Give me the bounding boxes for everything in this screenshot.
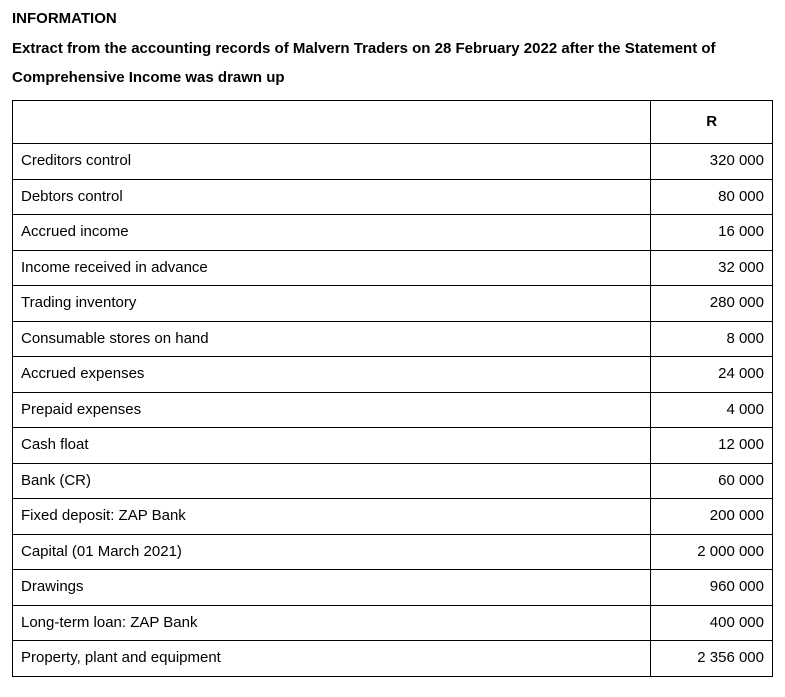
table-row: Accrued income 16 000 (13, 215, 773, 251)
row-value: 280 000 (651, 286, 773, 322)
row-label: Accrued income (13, 215, 651, 251)
intro-text: Extract from the accounting records of M… (12, 35, 773, 92)
table-row: Prepaid expenses 4 000 (13, 392, 773, 428)
table-row: Fixed deposit: ZAP Bank 200 000 (13, 499, 773, 535)
table-row: Creditors control 320 000 (13, 144, 773, 180)
row-value: 2 000 000 (651, 534, 773, 570)
row-label: Property, plant and equipment (13, 641, 651, 677)
row-value: 8 000 (651, 321, 773, 357)
row-value: 32 000 (651, 250, 773, 286)
table-header-row: R (13, 101, 773, 144)
row-label: Capital (01 March 2021) (13, 534, 651, 570)
table-body: Creditors control 320 000 Debtors contro… (13, 144, 773, 677)
row-label: Cash float (13, 428, 651, 464)
table-row: Cash float 12 000 (13, 428, 773, 464)
table-row: Property, plant and equipment 2 356 000 (13, 641, 773, 677)
row-value: 24 000 (651, 357, 773, 393)
row-label: Drawings (13, 570, 651, 606)
row-value: 16 000 (651, 215, 773, 251)
row-label: Fixed deposit: ZAP Bank (13, 499, 651, 535)
row-label: Bank (CR) (13, 463, 651, 499)
section-heading: INFORMATION (12, 10, 773, 27)
table-row: Bank (CR) 60 000 (13, 463, 773, 499)
row-label: Trading inventory (13, 286, 651, 322)
row-value: 200 000 (651, 499, 773, 535)
table-row: Debtors control 80 000 (13, 179, 773, 215)
table-row: Drawings 960 000 (13, 570, 773, 606)
table-row: Income received in advance 32 000 (13, 250, 773, 286)
row-label: Prepaid expenses (13, 392, 651, 428)
row-value: 60 000 (651, 463, 773, 499)
row-value: 12 000 (651, 428, 773, 464)
row-value: 4 000 (651, 392, 773, 428)
row-label: Consumable stores on hand (13, 321, 651, 357)
row-value: 80 000 (651, 179, 773, 215)
table-row: Consumable stores on hand 8 000 (13, 321, 773, 357)
row-value: 2 356 000 (651, 641, 773, 677)
row-label: Income received in advance (13, 250, 651, 286)
table-row: Long-term loan: ZAP Bank 400 000 (13, 605, 773, 641)
accounts-table: R Creditors control 320 000 Debtors cont… (12, 100, 773, 677)
row-value: 400 000 (651, 605, 773, 641)
row-value: 320 000 (651, 144, 773, 180)
table-header-blank (13, 101, 651, 144)
table-row: Trading inventory 280 000 (13, 286, 773, 322)
row-label: Creditors control (13, 144, 651, 180)
table-row: Capital (01 March 2021) 2 000 000 (13, 534, 773, 570)
table-row: Accrued expenses 24 000 (13, 357, 773, 393)
row-label: Long-term loan: ZAP Bank (13, 605, 651, 641)
row-label: Debtors control (13, 179, 651, 215)
row-label: Accrued expenses (13, 357, 651, 393)
row-value: 960 000 (651, 570, 773, 606)
table-header-r: R (651, 101, 773, 144)
